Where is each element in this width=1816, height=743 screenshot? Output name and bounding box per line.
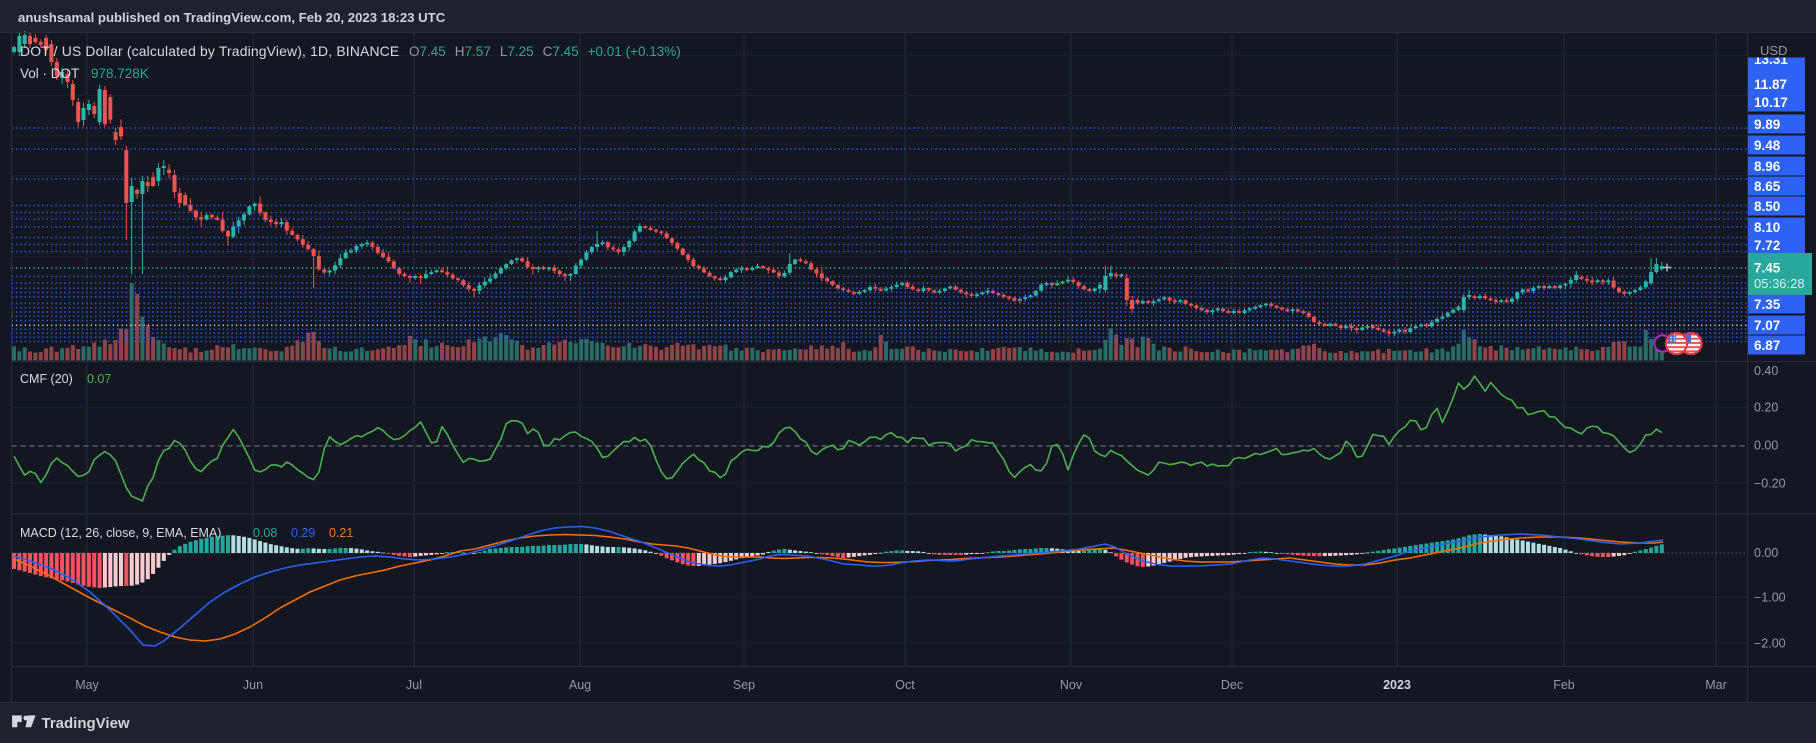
- svg-text:Jul: Jul: [406, 678, 422, 692]
- svg-text:Vol · DOT: Vol · DOT: [20, 66, 79, 81]
- svg-text:TradingView: TradingView: [42, 715, 130, 732]
- svg-text:MACD (12, 26, close, 9, EMA, E: MACD (12, 26, close, 9, EMA, EMA): [20, 526, 221, 540]
- svg-text:9.89: 9.89: [1754, 117, 1780, 132]
- svg-text:8.96: 8.96: [1754, 159, 1781, 174]
- svg-text:0.20: 0.20: [1754, 401, 1778, 415]
- svg-text:Jun: Jun: [243, 678, 263, 692]
- svg-text:Oct: Oct: [895, 678, 915, 692]
- svg-text:7.07: 7.07: [1754, 318, 1780, 333]
- svg-text:8.10: 8.10: [1754, 220, 1780, 235]
- svg-text:Feb: Feb: [1553, 678, 1575, 692]
- svg-text:−0.20: −0.20: [1754, 477, 1786, 491]
- svg-text:0.08: 0.08: [253, 526, 277, 540]
- svg-text:May: May: [75, 678, 99, 692]
- svg-text:8.65: 8.65: [1754, 179, 1781, 194]
- svg-text:6.87: 6.87: [1754, 338, 1780, 353]
- svg-text:978.728K: 978.728K: [91, 66, 149, 81]
- svg-text:−1.00: −1.00: [1754, 590, 1786, 604]
- svg-text:Mar: Mar: [1705, 678, 1727, 692]
- svg-text:10.17: 10.17: [1754, 95, 1788, 110]
- svg-text:0.21: 0.21: [329, 526, 353, 540]
- svg-text:0.29: 0.29: [291, 526, 315, 540]
- svg-text:8.50: 8.50: [1754, 199, 1780, 214]
- svg-text:Dec: Dec: [1221, 678, 1243, 692]
- svg-text:anushsamal published on Tradin: anushsamal published on TradingView.com,…: [18, 10, 446, 25]
- svg-text:05:36:28: 05:36:28: [1754, 276, 1805, 291]
- svg-text:9.48: 9.48: [1754, 138, 1781, 153]
- svg-text:DOT / US Dollar (calculated by: DOT / US Dollar (calculated by TradingVi…: [20, 43, 399, 59]
- svg-text:0.40: 0.40: [1754, 364, 1778, 378]
- svg-text:0.00: 0.00: [1754, 438, 1778, 452]
- svg-text:2023: 2023: [1383, 678, 1411, 692]
- svg-text:13.31: 13.31: [1754, 52, 1788, 67]
- svg-text:USD: USD: [1760, 43, 1787, 58]
- svg-text:7.72: 7.72: [1754, 238, 1780, 253]
- svg-text:7.45: 7.45: [1754, 261, 1781, 276]
- svg-text:0.00: 0.00: [1754, 546, 1778, 560]
- svg-text:Aug: Aug: [569, 678, 591, 692]
- svg-text:7.35: 7.35: [1754, 297, 1781, 312]
- svg-text:11.87: 11.87: [1754, 77, 1787, 92]
- svg-text:−2.00: −2.00: [1754, 636, 1786, 650]
- svg-text:CMF (20): CMF (20): [20, 372, 73, 386]
- svg-text:Sep: Sep: [733, 678, 755, 692]
- svg-text:Nov: Nov: [1060, 678, 1083, 692]
- svg-text:0.07: 0.07: [87, 372, 111, 386]
